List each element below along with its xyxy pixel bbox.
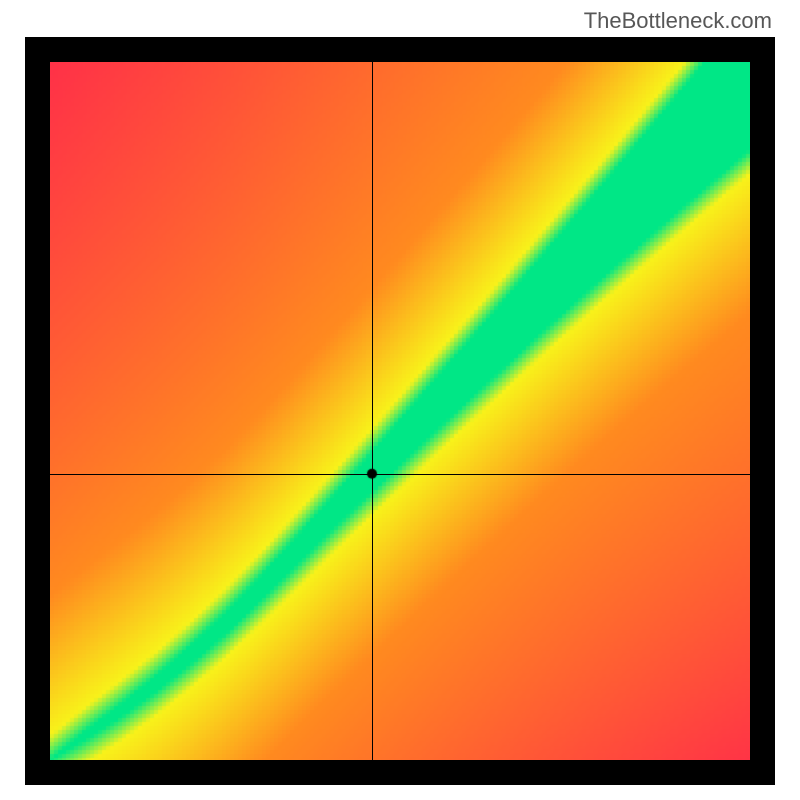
crosshair-vertical: [372, 62, 373, 760]
crosshair-horizontal: [50, 474, 750, 475]
chart-container: TheBottleneck.com: [0, 0, 800, 800]
attribution-text: TheBottleneck.com: [584, 8, 772, 34]
heatmap-canvas: [50, 62, 750, 760]
